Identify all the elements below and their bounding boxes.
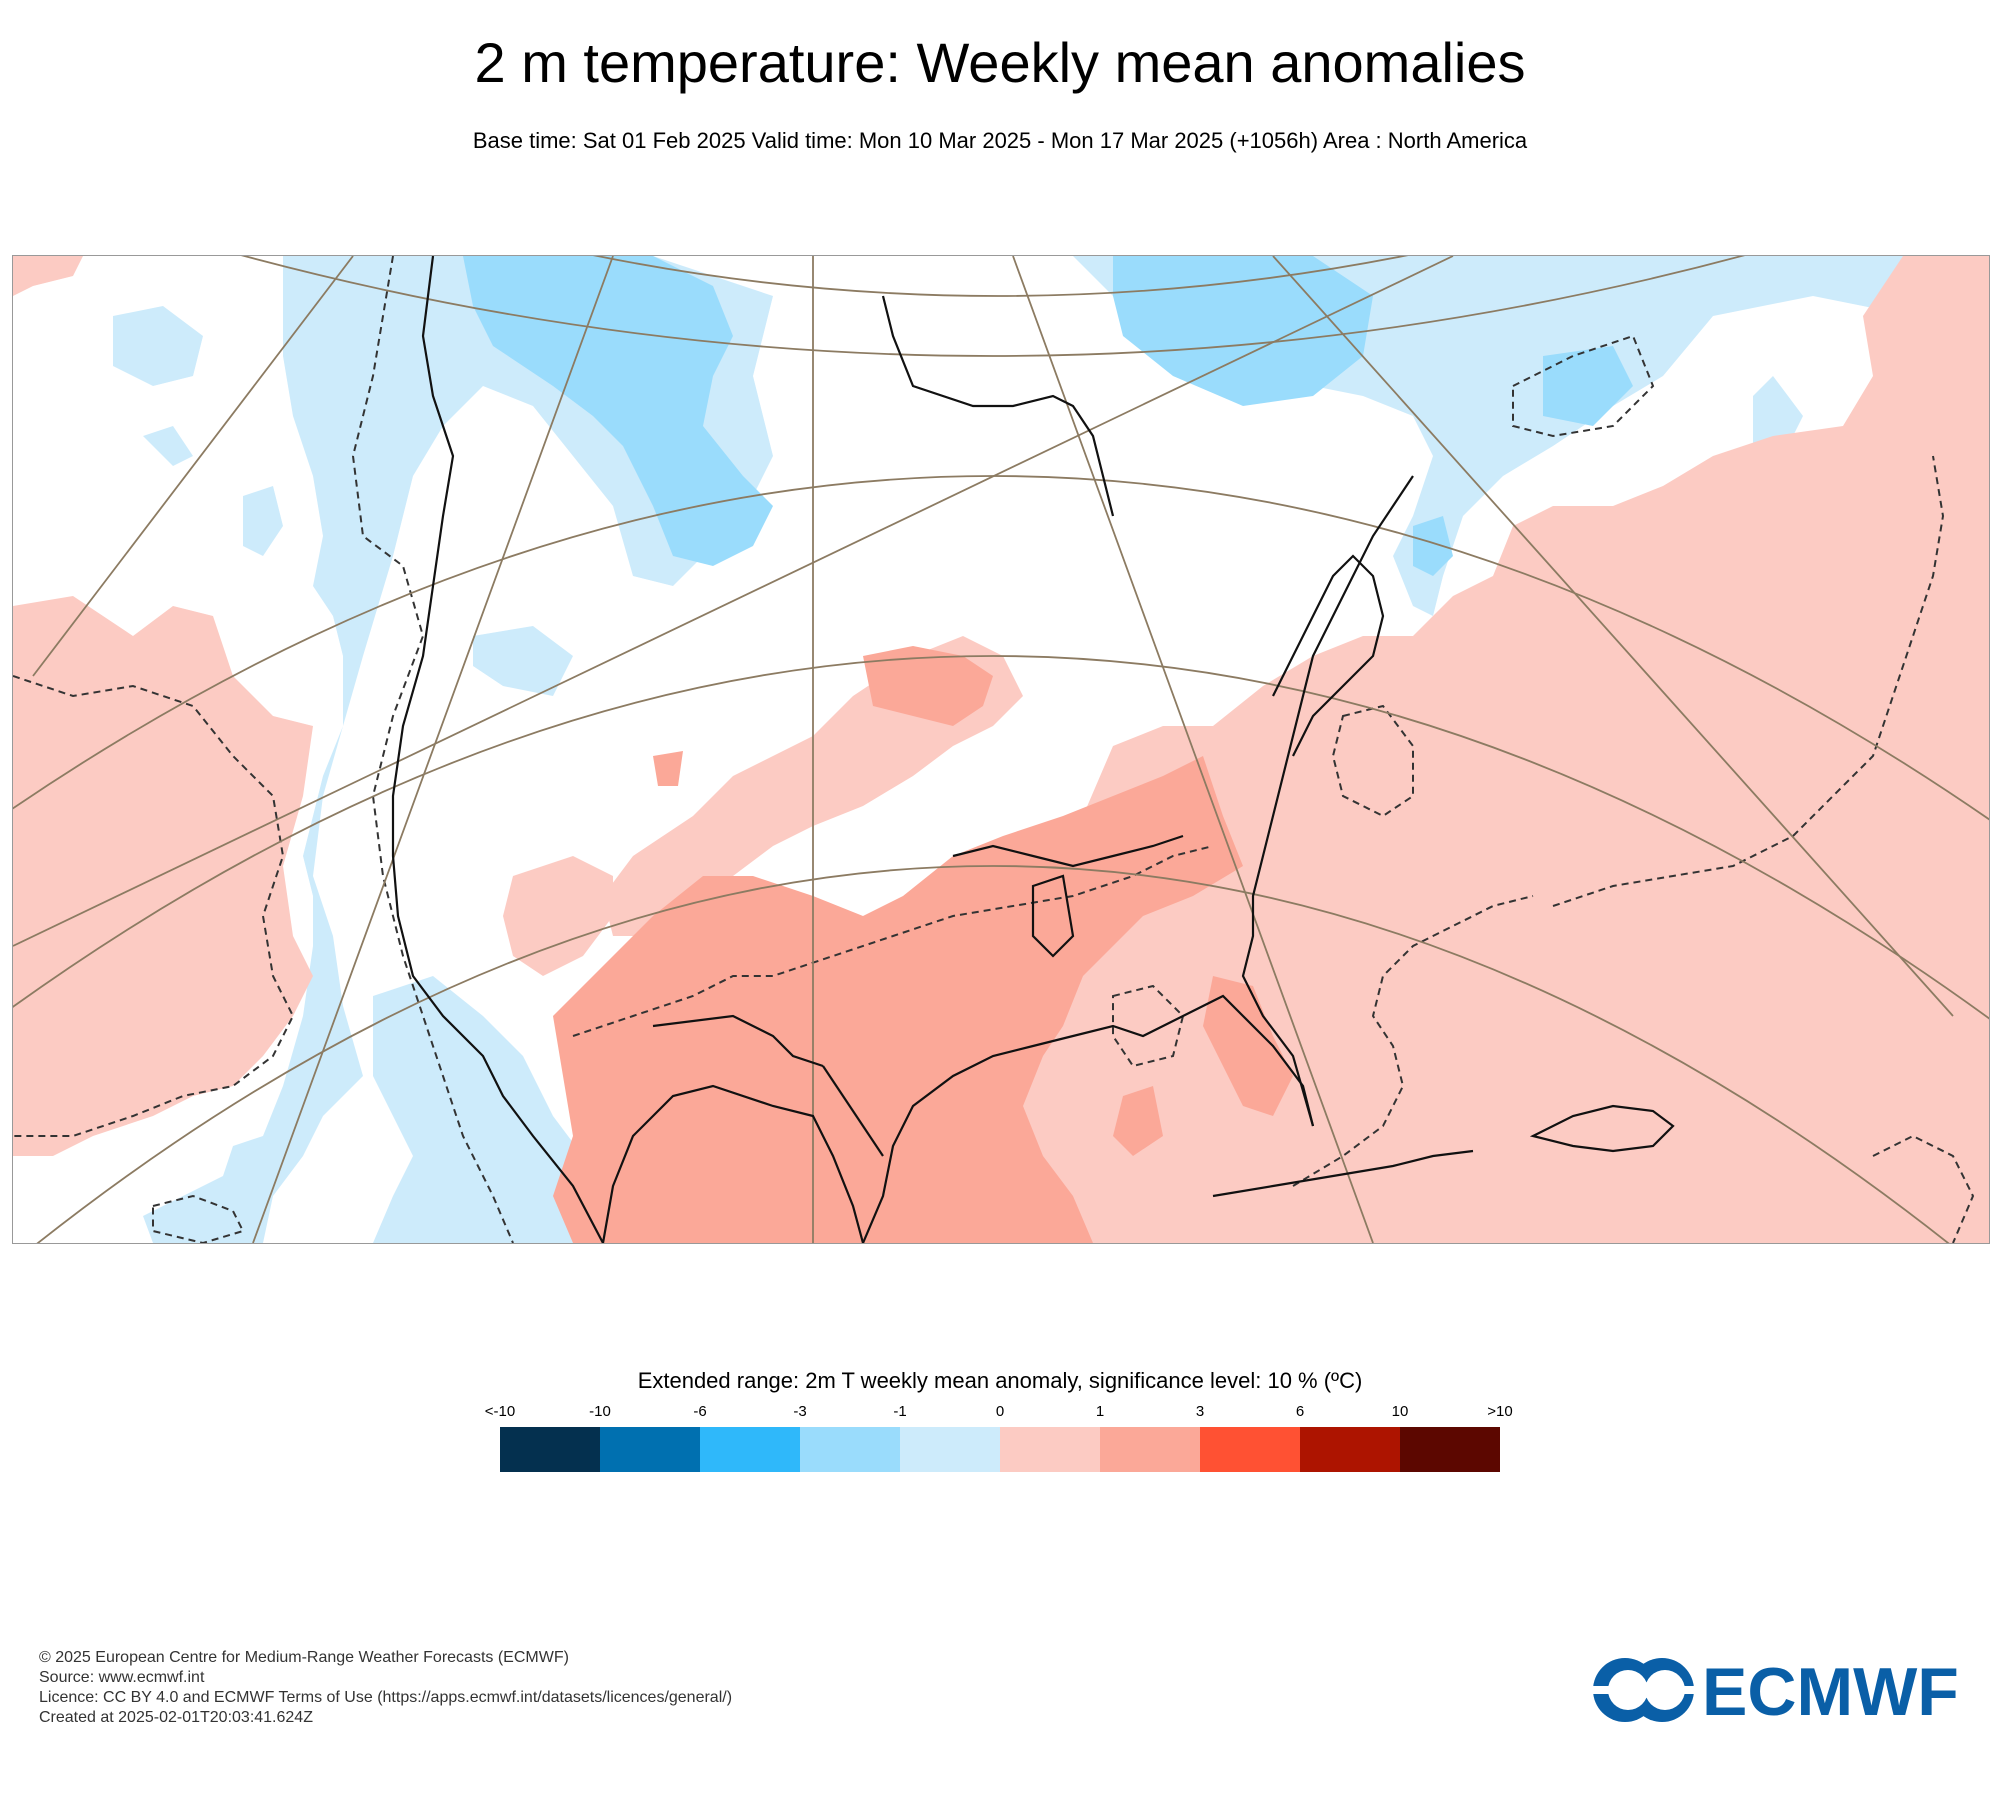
graticule-lines	[13, 256, 1989, 1243]
legend-color-bar	[500, 1427, 1500, 1472]
legend-color-swatch	[700, 1427, 800, 1472]
legend-tick-label: 0	[995, 1403, 1005, 1420]
legend-color-swatch	[1300, 1427, 1400, 1472]
legend-color-swatch	[500, 1427, 600, 1472]
legend-color-swatch	[900, 1427, 1000, 1472]
legend-tick-label: <-10	[484, 1403, 516, 1420]
anomaly-blue-areas	[463, 256, 1633, 576]
legend-tick-label: -6	[693, 1403, 707, 1420]
ecmwf-logo: ECMWF	[1590, 1654, 1962, 1730]
chart-title: 2 m temperature: Weekly mean anomalies	[474, 31, 1526, 94]
legend-color-swatch	[1100, 1427, 1200, 1472]
legend-tick-label: 3	[1195, 1403, 1205, 1420]
footer-line: Source: www.ecmwf.int	[39, 1669, 205, 1686]
legend-tick-label: 1	[1095, 1403, 1105, 1420]
legend-tick-label: 10	[1391, 1403, 1409, 1420]
anomaly-map	[12, 255, 1990, 1244]
legend-title: Extended range: 2m T weekly mean anomaly…	[637, 1368, 1363, 1393]
legend-tick-label: -1	[893, 1403, 907, 1420]
footer-credits: © 2025 European Centre for Medium-Range …	[39, 1648, 732, 1728]
legend-tick-label: 6	[1295, 1403, 1305, 1420]
legend-color-swatch	[1000, 1427, 1100, 1472]
legend-tick-label: -10	[589, 1403, 611, 1420]
chart-subtitle: Base time: Sat 01 Feb 2025 Valid time: M…	[472, 128, 1528, 153]
legend-color-swatch	[1200, 1427, 1300, 1472]
legend-color-swatch	[600, 1427, 700, 1472]
coastline-outlines	[391, 256, 1675, 1243]
legend-tick-label: -3	[793, 1403, 807, 1420]
footer-line: Created at 2025-02-01T20:03:41.624Z	[39, 1709, 313, 1726]
anomaly-salmon-areas	[553, 646, 1293, 1243]
footer-line: Licence: CC BY 4.0 and ECMWF Terms of Us…	[39, 1689, 733, 1706]
ecmwf-logo-text: ECMWF	[1702, 1655, 1959, 1725]
legend-tick-labels: <-10 -10 -6 -3 -1 0 1 3 6 10 >10	[485, 1403, 1513, 1421]
legend-tick-label: >10	[1487, 1403, 1513, 1420]
legend-color-swatch	[1400, 1427, 1500, 1472]
legend-color-swatch	[800, 1427, 900, 1472]
footer-line: © 2025 European Centre for Medium-Range …	[39, 1649, 569, 1666]
